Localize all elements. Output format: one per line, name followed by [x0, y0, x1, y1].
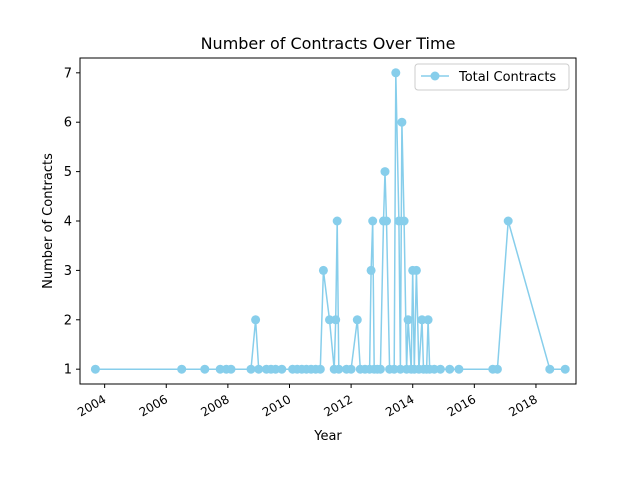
data-point-64 — [492, 364, 502, 374]
data-point-45 — [397, 117, 407, 127]
data-point-52 — [411, 265, 421, 275]
legend-marker-swatch — [430, 71, 440, 81]
data-point-65 — [503, 216, 513, 226]
data-point-33 — [368, 216, 378, 226]
x-axis-label: Year — [313, 429, 342, 444]
data-point-5 — [226, 364, 236, 374]
data-point-66 — [545, 364, 555, 374]
data-point-42 — [391, 68, 401, 78]
y-tick-label-3: 3 — [64, 264, 72, 279]
data-point-27 — [346, 364, 356, 374]
data-point-67 — [560, 364, 570, 374]
data-point-7 — [251, 315, 261, 325]
data-point-8 — [254, 364, 264, 374]
y-tick-label-1: 1 — [64, 363, 72, 378]
plot-area — [90, 68, 570, 374]
data-point-41 — [389, 364, 399, 374]
data-point-20 — [318, 265, 328, 275]
data-point-28 — [352, 315, 362, 325]
y-axis-label: Number of Contracts — [41, 153, 56, 289]
data-point-48 — [403, 315, 413, 325]
legend-label-total-contracts: Total Contracts — [458, 70, 556, 85]
data-point-19 — [315, 364, 325, 374]
legend-box — [414, 63, 570, 91]
data-point-46 — [399, 216, 409, 226]
data-point-11 — [271, 364, 281, 374]
data-point-57 — [423, 315, 433, 325]
data-point-32 — [366, 265, 376, 275]
y-tick-label-2: 2 — [64, 313, 72, 328]
y-tick-label-7: 7 — [64, 66, 72, 81]
data-point-23 — [331, 315, 341, 325]
y-axis-ticks: 1 2 3 4 5 6 7 — [64, 66, 80, 378]
chart-title: Number of Contracts Over Time — [201, 34, 456, 53]
data-point-44 — [395, 364, 405, 374]
y-tick-label-5: 5 — [64, 165, 72, 180]
data-point-25 — [334, 364, 344, 374]
data-point-60 — [435, 364, 445, 374]
data-point-6 — [246, 364, 256, 374]
data-point-62 — [454, 364, 464, 374]
data-point-2 — [200, 364, 210, 374]
data-point-39 — [382, 216, 391, 226]
data-point-24 — [332, 216, 342, 226]
legend: Total Contracts — [414, 63, 570, 91]
data-point-0 — [90, 364, 100, 374]
y-tick-label-6: 6 — [64, 116, 72, 131]
data-point-38 — [380, 167, 390, 177]
data-point-21 — [325, 315, 334, 325]
data-point-61 — [445, 364, 455, 374]
y-tick-label-4: 4 — [64, 215, 72, 230]
data-point-1 — [177, 364, 187, 374]
data-point-36 — [375, 364, 385, 374]
data-point-12 — [277, 364, 287, 374]
